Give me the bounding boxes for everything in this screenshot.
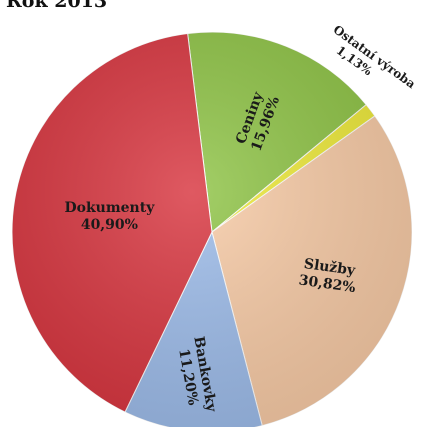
slice-label-dokumenty: Dokumenty 40,90% [64,200,155,233]
chart-title: Rok 2013 [6,0,108,12]
slice-label-sluzby: Služby30,82% [298,256,359,297]
